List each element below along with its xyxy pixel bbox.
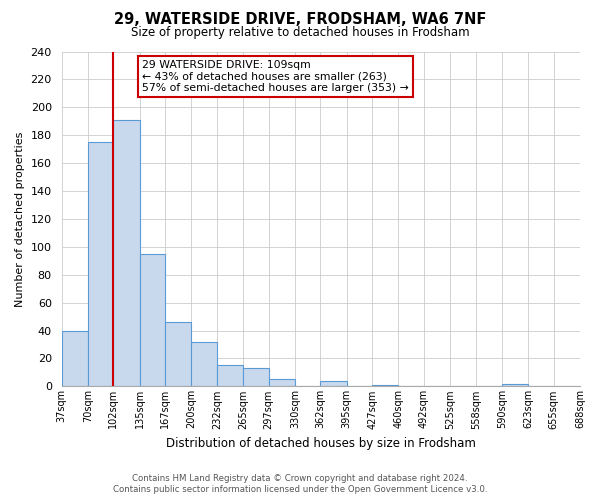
Bar [243, 368, 269, 386]
Bar [502, 384, 528, 386]
Bar [191, 342, 217, 386]
Bar [62, 330, 88, 386]
Text: Size of property relative to detached houses in Frodsham: Size of property relative to detached ho… [131, 26, 469, 39]
X-axis label: Distribution of detached houses by size in Frodsham: Distribution of detached houses by size … [166, 437, 476, 450]
Bar [88, 142, 113, 386]
Bar [165, 322, 191, 386]
Bar [217, 366, 243, 386]
Bar [269, 380, 295, 386]
Bar [113, 120, 140, 386]
Text: 29 WATERSIDE DRIVE: 109sqm
← 43% of detached houses are smaller (263)
57% of sem: 29 WATERSIDE DRIVE: 109sqm ← 43% of deta… [142, 60, 409, 93]
Y-axis label: Number of detached properties: Number of detached properties [15, 132, 25, 306]
Bar [140, 254, 165, 386]
Text: 29, WATERSIDE DRIVE, FRODSHAM, WA6 7NF: 29, WATERSIDE DRIVE, FRODSHAM, WA6 7NF [114, 12, 486, 28]
Bar [372, 385, 398, 386]
Text: Contains HM Land Registry data © Crown copyright and database right 2024.
Contai: Contains HM Land Registry data © Crown c… [113, 474, 487, 494]
Bar [320, 381, 347, 386]
